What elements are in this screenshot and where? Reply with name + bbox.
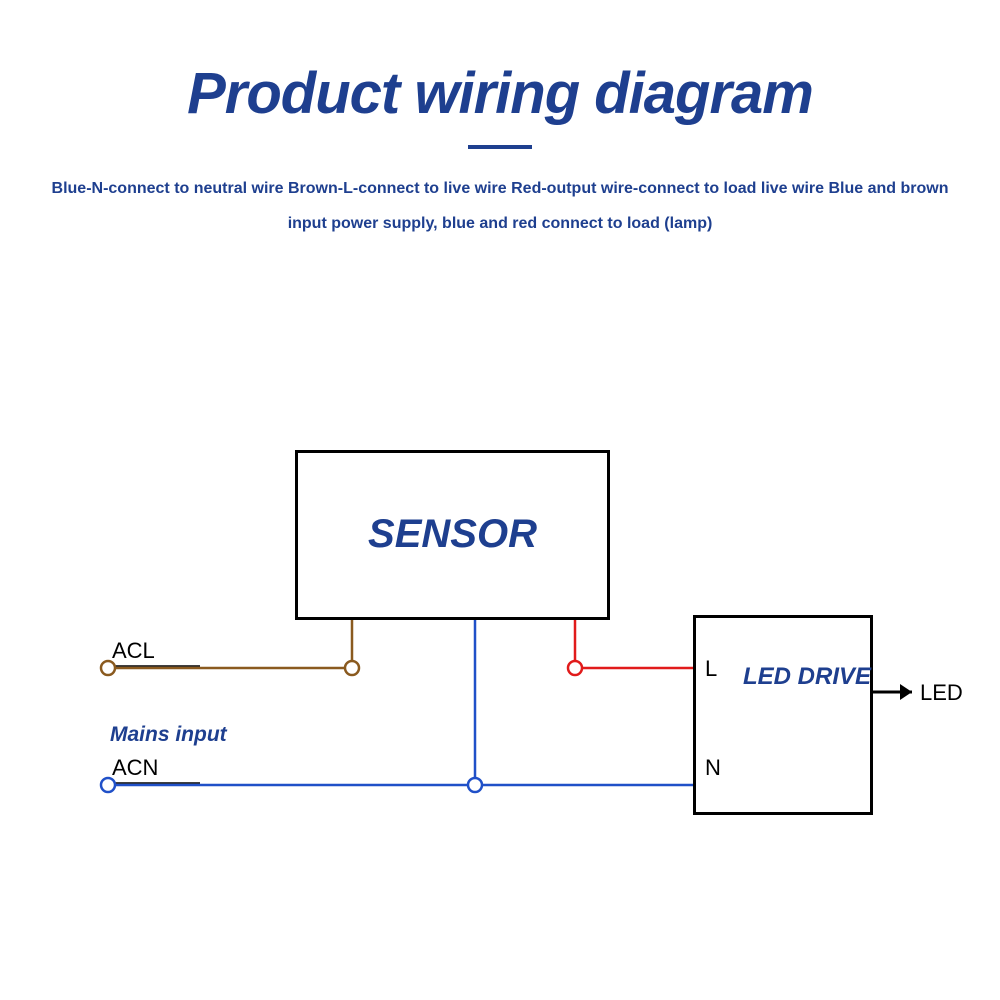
title-underline [468, 145, 532, 149]
wires-svg [0, 440, 1000, 920]
page-title: Product wiring diagram [0, 0, 1000, 127]
wiring-description: Blue-N-connect to neutral wire Brown-L-c… [50, 171, 950, 241]
wiring-diagram: SENSOR LED DRIVE L N ACL ACN Mains input… [0, 440, 1000, 920]
